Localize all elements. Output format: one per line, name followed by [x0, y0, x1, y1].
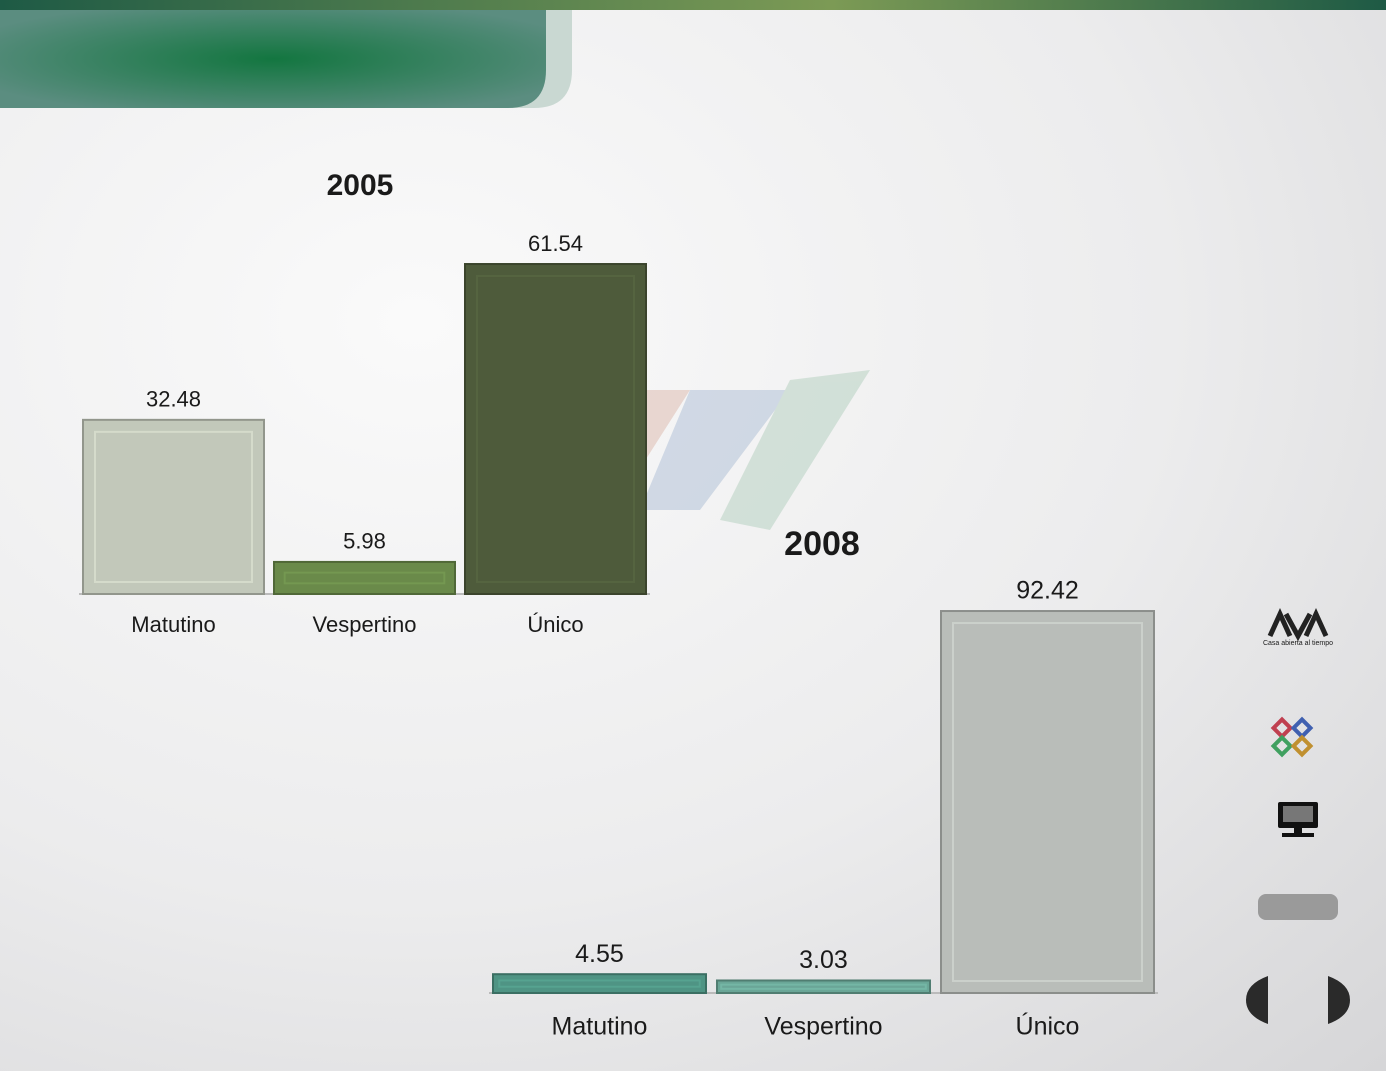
- value-label: 5.98: [343, 529, 386, 554]
- logo-caption: Casa abierta al tiempo: [1263, 640, 1333, 647]
- logo: [1267, 607, 1329, 642]
- bar-bevel: [94, 430, 253, 584]
- next-button[interactable]: [1328, 976, 1350, 1024]
- bar: [273, 560, 456, 595]
- bar: [492, 973, 707, 994]
- value-label: 61.54: [528, 231, 583, 256]
- bar-bevel: [498, 979, 701, 988]
- category-label: Vespertino: [313, 612, 417, 637]
- value-label: 32.48: [146, 387, 201, 412]
- value-label: 92.42: [1016, 577, 1079, 605]
- bar-bevel: [720, 983, 927, 990]
- icon-squares: [1270, 716, 1314, 758]
- bar-bevel: [476, 275, 635, 583]
- category-label: Matutino: [552, 1013, 648, 1041]
- bar-bevel: [952, 622, 1143, 982]
- bar: [940, 610, 1155, 994]
- button[interactable]: [1258, 894, 1338, 920]
- bar: [82, 418, 265, 596]
- prev-button[interactable]: [1246, 976, 1268, 1024]
- sidebar: Casa abierta al tiempo: [1246, 607, 1350, 1024]
- category-label: Vespertino: [764, 1013, 882, 1041]
- icon-monitor[interactable]: [1278, 802, 1318, 837]
- value-label: 3.03: [799, 946, 848, 974]
- chart-title: 2008: [784, 525, 860, 563]
- bar: [464, 263, 647, 595]
- category-label: Matutino: [131, 612, 215, 637]
- top-banner: [0, 0, 1386, 10]
- chart-title: 2005: [327, 169, 394, 202]
- bar-bevel: [283, 571, 446, 585]
- header-tab: [0, 10, 546, 108]
- bar: [716, 979, 931, 994]
- category-label: Único: [1016, 1012, 1080, 1041]
- category-label: Único: [527, 612, 583, 637]
- value-label: 4.55: [575, 940, 624, 968]
